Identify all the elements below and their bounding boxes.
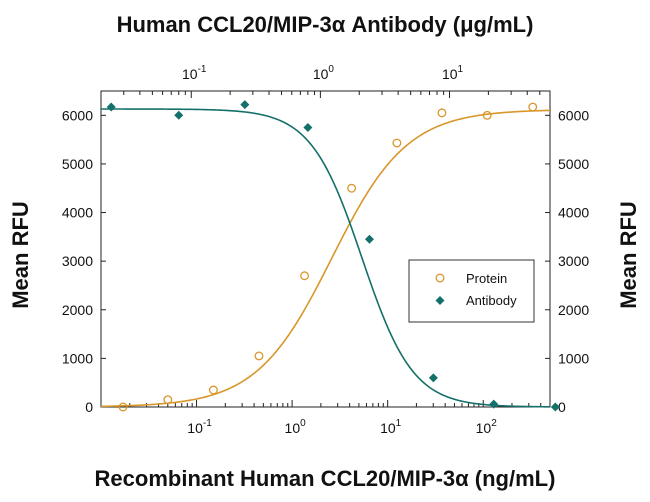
y-axis-title-right: Mean RFU xyxy=(616,201,641,309)
top-x-tick-label: 101 xyxy=(442,64,464,82)
top-axis-title: Human CCL20/MIP-3α Antibody (μg/mL) xyxy=(117,12,534,37)
data-point-antibody xyxy=(106,102,116,112)
data-point-antibody xyxy=(303,122,313,132)
y-tick-label-left: 4000 xyxy=(62,205,93,221)
y-tick-label-right: 2000 xyxy=(558,302,589,318)
y-tick-label-right: 3000 xyxy=(558,253,589,269)
legend-marker-protein xyxy=(435,273,445,283)
y-tick-label-right: 1000 xyxy=(558,350,589,366)
y-tick-label-right: 0 xyxy=(558,399,566,415)
x-axis-title: Recombinant Human CCL20/MIP-3α (ng/mL) xyxy=(95,466,556,491)
data-point-protein xyxy=(208,385,218,395)
legend-label-protein: Protein xyxy=(466,271,507,286)
plot-frame xyxy=(100,90,551,408)
y-tick-label-left: 6000 xyxy=(62,107,93,123)
data-point-antibody xyxy=(174,110,184,120)
data-point-antibody xyxy=(489,399,499,409)
data-point-protein xyxy=(392,138,402,148)
fit-curve-antibody xyxy=(101,108,551,408)
data-points xyxy=(106,100,560,412)
legend-label-antibody: Antibody xyxy=(466,293,517,308)
y-tick-label-left: 2000 xyxy=(62,302,93,318)
axis-ticks: 0 0 1000 1000 2000 2000 3000 3000 4000 4000 5000 50… xyxy=(62,64,590,436)
legend: Protein Antibody xyxy=(408,259,535,323)
y-tick-label-left: 5000 xyxy=(62,156,93,172)
top-x-tick-label: 10-1 xyxy=(182,64,207,82)
y-tick-label-left: 1000 xyxy=(62,350,93,366)
y-axis-title-left: Mean RFU xyxy=(8,201,33,309)
y-tick-label-right: 4000 xyxy=(558,205,589,221)
data-point-antibody xyxy=(364,234,374,244)
data-point-antibody xyxy=(428,373,438,383)
y-tick-label-left: 0 xyxy=(85,399,93,415)
y-tick-label-left: 3000 xyxy=(62,253,93,269)
y-tick-label-right: 6000 xyxy=(558,107,589,123)
fit-curves xyxy=(100,108,551,408)
x-tick-label: 10-1 xyxy=(187,418,212,436)
top-x-tick-label: 100 xyxy=(313,64,335,82)
legend-marker-antibody xyxy=(435,296,445,305)
x-tick-label: 102 xyxy=(476,418,498,436)
legend-box xyxy=(408,259,535,323)
fit-curve-protein xyxy=(100,109,551,408)
x-tick-label: 100 xyxy=(285,418,307,436)
data-point-protein xyxy=(254,351,264,361)
y-tick-label-right: 5000 xyxy=(558,156,589,172)
data-point-protein xyxy=(347,183,357,193)
x-tick-label: 101 xyxy=(380,418,402,436)
data-point-protein xyxy=(163,395,173,405)
data-point-antibody xyxy=(550,402,560,412)
data-point-antibody xyxy=(240,100,250,110)
data-point-protein xyxy=(528,102,538,112)
data-point-protein xyxy=(482,110,492,120)
data-point-protein xyxy=(300,271,310,281)
data-point-protein xyxy=(118,402,128,412)
data-point-protein xyxy=(437,108,447,118)
